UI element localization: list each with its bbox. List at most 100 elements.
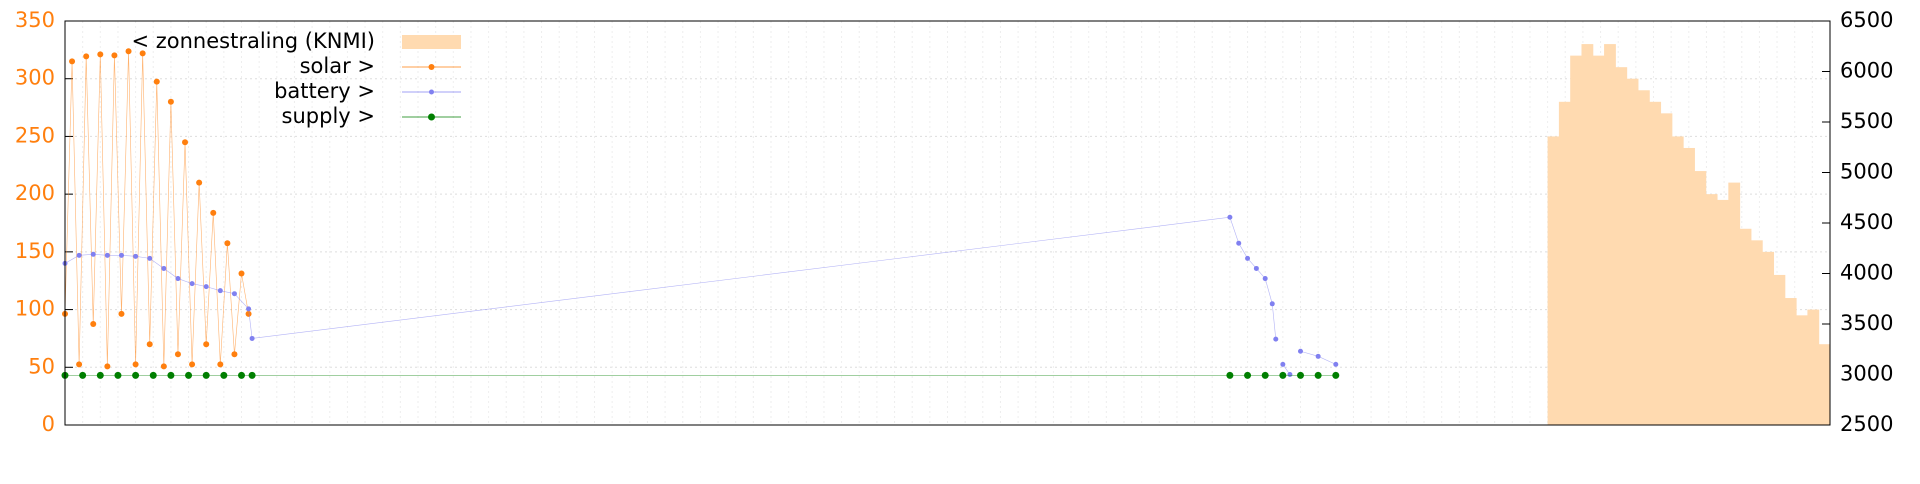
legend-swatch (402, 35, 461, 49)
series-point (69, 58, 76, 65)
series-point (231, 291, 237, 297)
y-tick-label: 150 (15, 239, 55, 263)
series-point (104, 363, 111, 370)
series-point (1273, 336, 1279, 342)
y-tick-label: 100 (15, 297, 55, 321)
area-bin (1762, 251, 1775, 425)
area-bin (1626, 78, 1639, 425)
area-bin (1615, 67, 1628, 426)
series-point (76, 252, 82, 258)
series-line (64, 51, 249, 367)
y2-tick-label: 4500 (1840, 210, 1893, 234)
y2-tick-label: 5500 (1840, 109, 1893, 133)
legend-marker (429, 89, 434, 95)
series-point (118, 252, 124, 258)
series-point (220, 371, 228, 379)
series-point (203, 284, 209, 290)
plot-frame (64, 20, 1831, 426)
series-point (96, 371, 104, 379)
area-bin (1807, 309, 1820, 425)
series-point (1279, 371, 1287, 379)
legend-label: supply > (282, 104, 375, 128)
series-point (76, 361, 83, 368)
series-point (139, 50, 146, 57)
y2-tick-label: 4000 (1840, 261, 1893, 285)
series-point (203, 341, 210, 348)
series-point (160, 363, 167, 370)
y2-tick-label: 6000 (1840, 59, 1893, 83)
area-bin (1739, 228, 1752, 425)
area-bin (1660, 113, 1673, 425)
series-line (64, 216, 1277, 340)
legend-label: < zonnestraling (KNMI) (131, 29, 375, 53)
series-point (90, 321, 97, 327)
series-point (248, 371, 256, 379)
series-point (185, 371, 193, 379)
series-point (175, 276, 181, 282)
area-bin (1637, 90, 1650, 425)
series-point (146, 341, 153, 348)
series-point (210, 209, 217, 216)
series-point (196, 179, 203, 186)
series-point (217, 361, 224, 368)
y-tick-label: 300 (15, 66, 55, 90)
area-bin (1570, 55, 1582, 425)
area-bin (1683, 147, 1695, 425)
legend-label: solar > (300, 54, 375, 78)
series-point (174, 351, 181, 358)
series-point (167, 371, 175, 379)
area-bin (1694, 171, 1707, 425)
series-point (161, 265, 167, 271)
y2-tick-label: 2500 (1840, 412, 1893, 436)
series-point (132, 361, 139, 368)
y2-tick-label: 3000 (1840, 362, 1893, 386)
series-point (133, 253, 139, 259)
y2-tick-label: 6500 (1840, 8, 1893, 32)
series-point (1227, 214, 1233, 220)
series-point (149, 371, 157, 379)
y-tick-label: 350 (15, 8, 55, 32)
area-bin (1547, 136, 1560, 425)
series-point (189, 361, 196, 368)
area-bin (1796, 315, 1808, 425)
series-point (147, 255, 153, 261)
series-point (1269, 301, 1275, 307)
series-point (1332, 371, 1340, 379)
series-point (1236, 240, 1242, 246)
series-point (1244, 371, 1252, 379)
series-point (1280, 361, 1286, 367)
series-point (189, 281, 195, 287)
area-bin (1592, 55, 1605, 425)
series-point (224, 240, 231, 247)
series-point (1315, 353, 1321, 359)
area-bin (1705, 194, 1718, 425)
series-point (202, 371, 210, 379)
area-bin (1558, 101, 1571, 426)
series-point (1253, 265, 1259, 271)
series-point (246, 306, 252, 312)
series-point (249, 335, 255, 341)
series-point (231, 351, 238, 358)
series-point (1297, 371, 1304, 379)
series-point (132, 371, 140, 379)
area-bin (1671, 136, 1684, 425)
series-point (1261, 371, 1269, 379)
series-point (217, 288, 223, 294)
area-bin (1818, 344, 1831, 425)
series-point (97, 51, 104, 58)
series-point (104, 252, 110, 258)
y-tick-label: 200 (15, 181, 55, 205)
series-point (153, 78, 160, 85)
legend-label: battery > (274, 79, 375, 103)
y-tick-label: 250 (15, 123, 55, 147)
series-point (1262, 276, 1268, 282)
y2-tick-label: 5000 (1840, 160, 1893, 184)
area-bin (1604, 44, 1616, 425)
series-point (114, 371, 122, 379)
legend-marker (428, 113, 435, 121)
series-point (238, 270, 245, 277)
series-point (1314, 371, 1322, 379)
area-bin (1750, 240, 1763, 425)
series-point (83, 53, 90, 60)
